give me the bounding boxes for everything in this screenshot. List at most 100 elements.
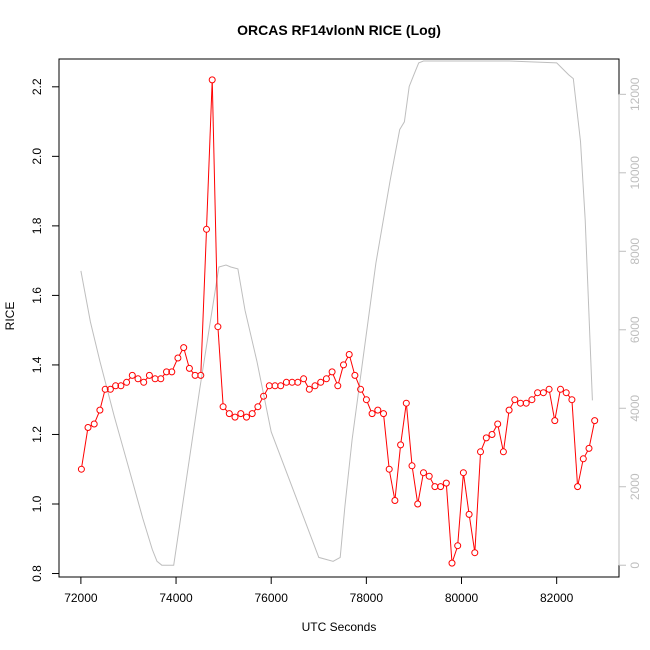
rice-point bbox=[305, 385, 313, 393]
rice-point bbox=[197, 371, 205, 379]
rice-segment bbox=[338, 367, 344, 384]
rice-point bbox=[357, 385, 365, 393]
y-tick-label: 1.0 bbox=[30, 495, 44, 512]
rice-point bbox=[499, 448, 507, 456]
rice-point bbox=[591, 417, 599, 425]
rice-point bbox=[539, 389, 547, 397]
rice-point bbox=[459, 469, 467, 477]
rice-point bbox=[145, 371, 153, 379]
x-tick-label: 78000 bbox=[350, 591, 384, 605]
y2-tick-label: 2000 bbox=[628, 473, 642, 500]
rice-point bbox=[391, 497, 399, 504]
rice-segment bbox=[554, 392, 561, 418]
rice-point bbox=[374, 406, 382, 414]
altitude-series bbox=[80, 60, 593, 566]
y2-tick-label: 8000 bbox=[628, 238, 642, 265]
rice-segment bbox=[394, 447, 401, 498]
rice-point bbox=[191, 371, 199, 379]
x-tick-label: 82000 bbox=[540, 591, 574, 605]
y-tick-label: 1.4 bbox=[30, 356, 44, 373]
rice-point bbox=[254, 403, 262, 411]
rice-point bbox=[414, 500, 422, 508]
rice-segment bbox=[183, 350, 190, 366]
y-tick-label: 1.6 bbox=[30, 287, 44, 304]
y-axis-left: 0.8 1.0 1.2 1.4 1.6 1.8 2.0 2.2 bbox=[30, 78, 60, 582]
rice-point bbox=[96, 406, 104, 414]
y2-tick-label: 6000 bbox=[628, 316, 642, 343]
rice-point bbox=[231, 413, 239, 421]
rice-segment bbox=[383, 416, 390, 467]
rice-point bbox=[106, 385, 114, 393]
y2-tick-label: 4000 bbox=[628, 395, 642, 422]
rice-segment bbox=[446, 486, 453, 561]
rice-point bbox=[437, 483, 445, 491]
rice-point bbox=[134, 375, 142, 383]
rice-point bbox=[477, 448, 484, 456]
y-tick-label: 1.2 bbox=[30, 426, 44, 443]
y2-tick-label: 0 bbox=[628, 562, 642, 569]
rice-point bbox=[494, 420, 502, 428]
rice-point bbox=[300, 375, 308, 383]
rice-point bbox=[482, 434, 490, 442]
rice-segment bbox=[81, 430, 88, 467]
rice-segment bbox=[304, 381, 309, 387]
rice-point bbox=[528, 396, 536, 404]
rice-point bbox=[168, 368, 176, 376]
x-tick-label: 76000 bbox=[255, 591, 289, 605]
rice-point bbox=[454, 542, 462, 550]
rice-segment bbox=[200, 232, 207, 373]
y-axis-right: 0 2000 4000 6000 8000 10000 12000 bbox=[618, 77, 642, 569]
rice-point bbox=[431, 483, 439, 491]
rice-point bbox=[237, 410, 245, 418]
rice-point bbox=[585, 444, 593, 452]
rice-point bbox=[294, 378, 302, 386]
x-tick-label: 72000 bbox=[64, 591, 98, 605]
rice-segment bbox=[577, 461, 584, 484]
rice-point bbox=[334, 382, 342, 390]
rice-segment bbox=[355, 377, 360, 387]
rice-point bbox=[465, 510, 473, 518]
rice-segment bbox=[172, 360, 178, 370]
rice-point bbox=[288, 378, 296, 386]
rice-point bbox=[260, 392, 268, 400]
rice-point bbox=[511, 396, 519, 404]
rice-segment bbox=[571, 402, 578, 484]
rice-segment bbox=[264, 388, 269, 394]
rice-point bbox=[328, 368, 336, 376]
rice-segment bbox=[406, 406, 413, 463]
rice-segment bbox=[503, 413, 510, 449]
rice-point bbox=[579, 455, 587, 463]
y2-tick-label: 12000 bbox=[628, 77, 642, 111]
rice-point bbox=[101, 385, 109, 393]
rice-point bbox=[351, 371, 359, 379]
rice-point bbox=[380, 410, 387, 418]
rice-segment bbox=[258, 398, 263, 405]
rice-point bbox=[471, 549, 479, 557]
y-tick-label: 1.8 bbox=[30, 217, 44, 234]
rice-point bbox=[225, 410, 233, 418]
rice-point bbox=[488, 431, 496, 438]
rice-point bbox=[84, 424, 92, 431]
rice-segment bbox=[481, 440, 486, 450]
rice-segment bbox=[589, 423, 595, 446]
rice-segment bbox=[332, 374, 338, 384]
rice-point bbox=[557, 385, 564, 393]
rice-point bbox=[77, 465, 85, 473]
rice-segment bbox=[389, 472, 395, 498]
rice-point bbox=[362, 396, 370, 404]
rice-segment bbox=[497, 426, 504, 450]
rice-segment bbox=[100, 392, 105, 408]
rice-segment bbox=[206, 82, 213, 227]
rice-segment bbox=[412, 468, 418, 502]
x-tick-label: 74000 bbox=[159, 591, 193, 605]
rice-segment bbox=[584, 450, 589, 457]
rice-point bbox=[562, 389, 570, 397]
rice-segment bbox=[492, 426, 497, 433]
rice-segment bbox=[549, 392, 555, 418]
rice-point bbox=[151, 375, 159, 383]
rice-point bbox=[163, 368, 170, 376]
rice-point bbox=[208, 76, 216, 84]
rice-point bbox=[282, 378, 290, 386]
rice-segment bbox=[178, 349, 183, 356]
rice-segment bbox=[224, 408, 228, 412]
